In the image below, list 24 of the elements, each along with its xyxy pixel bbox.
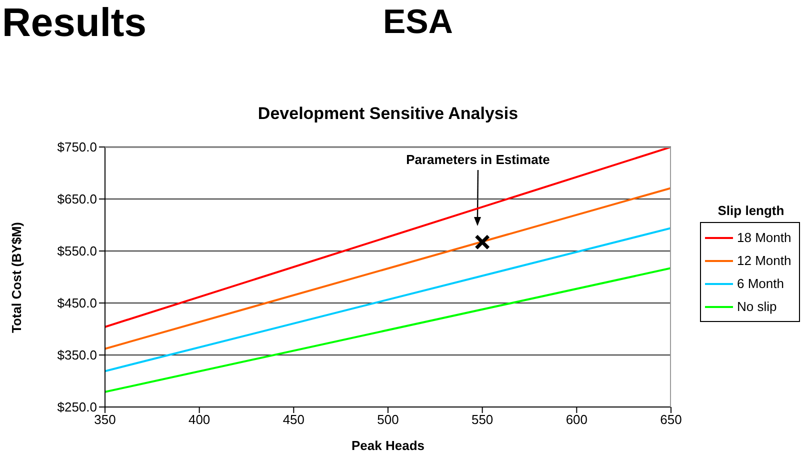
y-tick-label: $450.0	[57, 296, 97, 311]
y-tick-label: $650.0	[57, 192, 97, 207]
legend-label: 12 Month	[736, 252, 792, 270]
text: Results	[2, 0, 146, 46]
legend-label: 6 Month	[736, 275, 785, 293]
x-tick-label: 500	[377, 412, 399, 428]
x-tick-label: 450	[282, 412, 305, 428]
x-tick-label: 400	[188, 412, 210, 428]
legend-title: Slip length	[716, 203, 786, 218]
x-tick-label: 550	[471, 412, 494, 428]
annotation: Parameters in Estimate	[405, 152, 551, 167]
y-tick-label: $750.0	[57, 140, 97, 155]
x-tick-label: 600	[566, 412, 588, 428]
x-axis-title: Peak Heads	[350, 438, 426, 453]
y-tick-label: $250.0	[57, 400, 97, 415]
legend-label: No slip	[736, 298, 778, 316]
x-tick-label: 350	[94, 412, 116, 428]
chart-title: Development Sensitive Analysis	[256, 104, 520, 124]
text: ESA	[383, 2, 453, 42]
y-tick-label: $550.0	[57, 244, 97, 259]
y-axis-title: Total Cost (BY$M)	[8, 222, 24, 332]
x-tick-label: 650	[660, 412, 682, 428]
y-tick-label: $350.0	[57, 348, 97, 363]
legend-label: 18 Month	[736, 229, 792, 247]
